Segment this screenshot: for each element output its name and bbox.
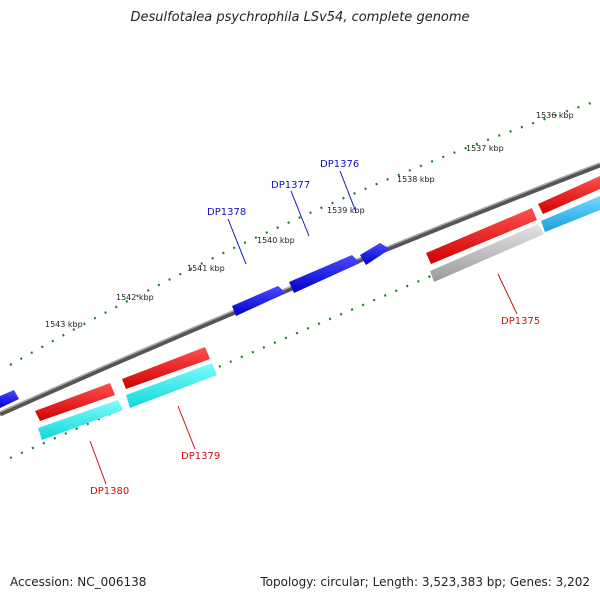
kbp-label-1536: 1536 kbp (536, 111, 574, 120)
gene-feature-partial-right[interactable] (538, 176, 600, 214)
gene-feature-dp1380[interactable] (35, 383, 115, 421)
kbp-label-1541: 1541 kbp (187, 264, 225, 273)
gene-label-dp1376[interactable]: DP1376 (320, 159, 359, 170)
rna-feature-dp1380[interactable] (38, 400, 123, 440)
reverse-cds-features (35, 176, 600, 421)
map-title: Desulfotalea psychrophila LSv54, complet… (130, 10, 470, 25)
kbp-label-1543: 1543 kbp (45, 320, 83, 329)
gene-label-dp1377[interactable]: DP1377 (271, 180, 310, 191)
gene-feature-dp1375[interactable] (426, 208, 537, 264)
gene-feature-dp1378[interactable] (232, 286, 286, 316)
kbp-label-1539: 1539 kbp (327, 206, 365, 215)
forward-cds-features (0, 243, 390, 408)
rna-feature-dp1379[interactable] (126, 363, 217, 408)
kbp-label-1538: 1538 kbp (397, 175, 435, 184)
genome-summary-text: Topology: circular; Length: 3,523,383 bp… (260, 575, 590, 589)
gene-feature-dp1377[interactable] (289, 255, 360, 293)
gene-label-dp1378[interactable]: DP1378 (207, 207, 246, 218)
kbp-label-1540: 1540 kbp (257, 236, 295, 245)
kbp-label-1537: 1537 kbp (466, 144, 504, 153)
gene-label-leaders (89, 170, 518, 485)
rna-feature-partial-right[interactable] (541, 196, 600, 232)
gene-labels: DP1376 DP1377 DP1378 DP1375 DP1379 DP138… (90, 159, 540, 497)
kbp-labels: 1536 kbp 1537 kbp 1538 kbp 1539 kbp 1540… (45, 111, 574, 329)
gene-feature-dp1376[interactable] (360, 243, 390, 265)
gene-label-dp1379[interactable]: DP1379 (181, 451, 220, 462)
gene-feature-partial-left[interactable] (0, 390, 19, 408)
kbp-label-1542: 1542 kbp (116, 293, 154, 302)
gene-label-dp1375[interactable]: DP1375 (501, 316, 540, 327)
gene-feature-dp1379[interactable] (122, 347, 210, 389)
accession-text: Accession: NC_006138 (10, 575, 147, 589)
secondary-features (38, 196, 600, 440)
gene-label-dp1380[interactable]: DP1380 (90, 486, 129, 497)
pseudo-feature-dp1375[interactable] (430, 224, 544, 282)
